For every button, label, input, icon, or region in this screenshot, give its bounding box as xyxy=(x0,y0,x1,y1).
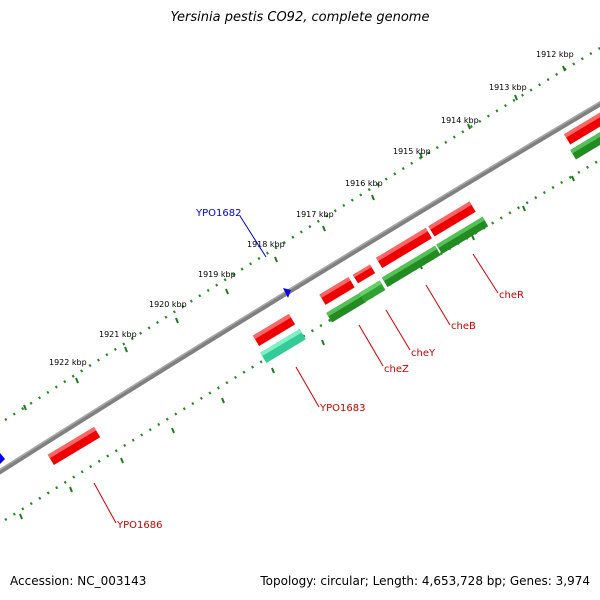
gene-label-ypo1686: YPO1686 xyxy=(116,520,162,531)
gene-che-fwd-1[interactable] xyxy=(319,277,355,305)
gene-label-chey: cheY xyxy=(411,348,436,359)
gene-label-cher: cheR xyxy=(499,290,524,301)
scale-label: 1915 kbp xyxy=(393,147,431,156)
scale-label: 1917 kbp xyxy=(296,210,334,219)
gene-ypo1683-fwd[interactable] xyxy=(252,314,296,346)
gene-che-fwd-3[interactable] xyxy=(376,227,432,269)
scale-label: 1913 kbp xyxy=(489,83,527,92)
gene-label-ypo1682: YPO1682 xyxy=(195,208,241,219)
scale-label: 1922 kbp xyxy=(49,358,87,367)
scale-label: 1918 kbp xyxy=(247,240,285,249)
genome-summary-text: Topology: circular; Length: 4,653,728 bp… xyxy=(260,574,590,588)
label-leaders xyxy=(93,215,499,524)
outer-tick-ring xyxy=(4,46,600,422)
marker-left-edge[interactable] xyxy=(0,453,5,464)
gene-labels: YPO1682 YPO1683 cheZ cheY cheB cheR YPO1… xyxy=(116,208,524,531)
scale-label: 1916 kbp xyxy=(345,179,383,188)
gene-fwd-edge[interactable] xyxy=(564,111,600,145)
gene-che-fwd-4[interactable] xyxy=(428,201,476,237)
gene-ypo1683[interactable] xyxy=(260,329,306,363)
scale-label: 1919 kbp xyxy=(198,270,236,279)
scale-label: 1920 kbp xyxy=(149,300,187,309)
gene-chey[interactable] xyxy=(359,280,386,303)
reverse-genes[interactable] xyxy=(260,129,600,363)
gene-label-chez: cheZ xyxy=(384,364,409,375)
scale-label: 1914 kbp xyxy=(441,116,479,125)
marker-ypo1682[interactable] xyxy=(283,288,291,298)
outer-major-ticks xyxy=(23,65,566,411)
inner-major-ticks xyxy=(19,175,575,520)
gene-ypo1686[interactable] xyxy=(47,426,101,466)
gene-chez[interactable] xyxy=(326,292,367,323)
scale-labels: 1912 kbp 1913 kbp 1914 kbp 1915 kbp 1916… xyxy=(49,50,574,367)
accession-text: Accession: NC_003143 xyxy=(10,574,147,588)
gene-che-fwd-2[interactable] xyxy=(352,264,376,284)
scale-label: 1912 kbp xyxy=(536,50,574,59)
gene-label-ypo1683: YPO1683 xyxy=(319,403,365,414)
gene-cheb[interactable] xyxy=(381,245,441,288)
genome-backbone xyxy=(0,101,600,475)
forward-genes[interactable] xyxy=(47,111,600,466)
gene-cher[interactable] xyxy=(436,216,489,255)
scale-label: 1921 kbp xyxy=(99,330,137,339)
gene-rev-edge[interactable] xyxy=(570,129,600,160)
page-title: Yersinia pestis CO92, complete genome xyxy=(170,10,430,25)
gene-label-cheb: cheB xyxy=(451,321,476,332)
